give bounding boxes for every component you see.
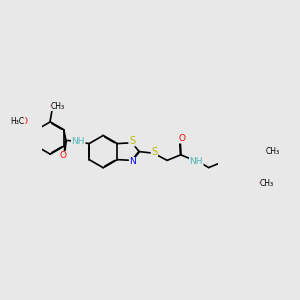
- Text: CH₃: CH₃: [260, 178, 274, 188]
- Text: S: S: [129, 136, 135, 146]
- Text: O: O: [259, 178, 266, 188]
- Text: NH: NH: [190, 157, 203, 166]
- Text: S: S: [151, 147, 158, 157]
- Text: N: N: [129, 158, 136, 166]
- Text: O: O: [264, 147, 271, 156]
- Text: CH₃: CH₃: [51, 101, 65, 110]
- Text: O: O: [50, 101, 57, 110]
- Text: H₃C: H₃C: [11, 117, 25, 126]
- Text: CH₃: CH₃: [266, 147, 280, 156]
- Text: O: O: [179, 134, 186, 143]
- Text: O: O: [20, 117, 27, 126]
- Text: NH: NH: [71, 137, 85, 146]
- Text: O: O: [60, 152, 67, 160]
